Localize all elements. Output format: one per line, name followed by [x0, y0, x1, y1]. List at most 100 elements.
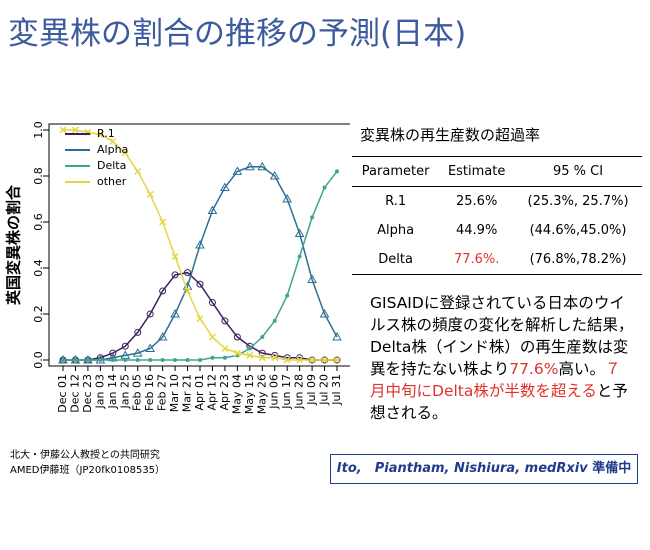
x-tick-label: Apr 12	[205, 374, 218, 411]
table-header: 95 % CI	[514, 156, 642, 187]
point	[208, 299, 216, 306]
point	[98, 358, 103, 362]
slide: 変異株の割合の推移の予測(日本) 0.0 0.2 0.4 0.6 0.8 1.0 英国変異株…	[4, 16, 642, 484]
x-tick-label: Feb 16	[143, 374, 156, 411]
legend-label: Alpha	[97, 143, 128, 156]
table-row: Alpha 44.9% (44.6%,45.0%)	[352, 216, 642, 245]
point	[319, 308, 330, 318]
citation-text: Ito, Piantham, Nishiura, medRxiv	[336, 461, 588, 476]
citation: Ito, Piantham, Nishiura, medRxiv 準備中	[330, 454, 638, 484]
point	[246, 351, 254, 359]
note: AMED伊藤班（JP20fk0108535）	[10, 465, 166, 476]
point	[210, 355, 215, 360]
table-cell: (25.3%, 25.7%)	[527, 194, 629, 209]
x-tick-label: Jun 06	[268, 374, 281, 410]
x-tick-label: Mar 10	[168, 374, 181, 412]
point	[260, 335, 265, 339]
point	[207, 205, 218, 214]
point	[173, 358, 178, 362]
table-cell: 44.9%	[456, 223, 498, 238]
x-tick-label: May 15	[243, 374, 256, 414]
point	[121, 149, 129, 157]
x-tick-label: Dec 01	[56, 374, 69, 413]
y-tick-label: 1.0	[32, 121, 45, 139]
table-row: Delta 77.6%. (76.8%,78.2%)	[352, 245, 642, 275]
legend-label: other	[97, 175, 127, 188]
series-line	[63, 170, 338, 361]
point	[73, 358, 78, 362]
table-cell: (44.6%,45.0%)	[529, 223, 627, 238]
point	[146, 190, 154, 198]
point	[233, 349, 241, 357]
citation-text: 準備中	[587, 461, 632, 476]
point	[135, 358, 140, 362]
point	[159, 218, 167, 226]
point	[171, 252, 179, 261]
point	[308, 356, 316, 364]
point	[196, 280, 204, 288]
x-tick-label: Jun 17	[280, 374, 293, 410]
point	[296, 356, 304, 364]
notes: 北大・伊藤公人教授との共同研究 AMED伊藤班（JP20fk0108535）	[10, 448, 165, 478]
slide-title: 変異株の割合の推移の予測(日本)	[8, 16, 467, 52]
point	[59, 126, 67, 134]
table-cell: R.1	[385, 194, 407, 209]
point	[294, 228, 305, 237]
point	[332, 331, 342, 341]
point	[307, 274, 317, 283]
point	[310, 215, 315, 220]
x-tick-label: Jan 14	[106, 374, 119, 409]
y-axis-label: 英国変異株の割合	[5, 184, 23, 305]
point	[85, 358, 90, 362]
point	[208, 333, 216, 341]
point	[109, 137, 117, 146]
point	[71, 126, 79, 134]
point	[145, 343, 156, 352]
point	[170, 308, 180, 318]
x-tick-label: May 26	[255, 374, 268, 414]
y-tick-label: 0.2	[32, 305, 45, 323]
point	[61, 358, 65, 362]
series-line	[63, 166, 338, 361]
table: Parameter Estimate 95 % CI R.1 25.6% (25.3%, …	[352, 156, 642, 275]
paragraph-text: と予想される。	[370, 382, 628, 422]
y-tick-label: 0.0	[32, 351, 45, 369]
point	[333, 356, 341, 364]
x-tick-label: Jan 03	[93, 374, 106, 409]
point	[335, 169, 339, 174]
point	[244, 161, 255, 171]
point	[196, 315, 204, 323]
y-tick-label: 0.8	[32, 167, 45, 185]
point	[185, 358, 190, 362]
point	[257, 161, 268, 171]
point	[322, 185, 327, 190]
point	[221, 344, 229, 353]
point	[160, 358, 165, 362]
legend-label: R.1	[97, 127, 115, 140]
point	[232, 166, 243, 175]
paragraph-text: GISAIDに登録されている日本のウイルス株の頻度の変化を解析した結果，Delt…	[370, 294, 634, 378]
point	[148, 358, 153, 362]
paragraph-text: ７月中旬にDelta株が半数を超える	[370, 360, 621, 400]
point	[159, 287, 167, 295]
series-line	[63, 271, 337, 361]
table-cell: Delta	[352, 245, 440, 275]
x-tick-label: Feb 27	[156, 374, 169, 411]
point	[321, 356, 329, 364]
table-cell: (76.8%,78.2%)	[514, 245, 642, 275]
x-tick-label: Jul 20	[318, 374, 331, 406]
header-row: Parameter Estimate 95 % CI	[352, 156, 642, 187]
x-tick-label: Mar 21	[181, 374, 194, 412]
y-tick-label: 0.6	[32, 213, 45, 231]
x-tick-label: Feb 05	[131, 374, 144, 411]
point	[222, 355, 227, 360]
paragraph-text: 77.6%	[509, 360, 559, 378]
point	[285, 293, 290, 298]
note: 北大・伊藤公人教授との共同研究	[10, 450, 160, 461]
x-tick-label: Apr 23	[218, 374, 231, 411]
table-header: Parameter	[352, 156, 440, 187]
point	[198, 358, 202, 362]
x-tick-label: May 04	[230, 374, 243, 414]
x-tick-label: Jun 28	[293, 374, 306, 410]
